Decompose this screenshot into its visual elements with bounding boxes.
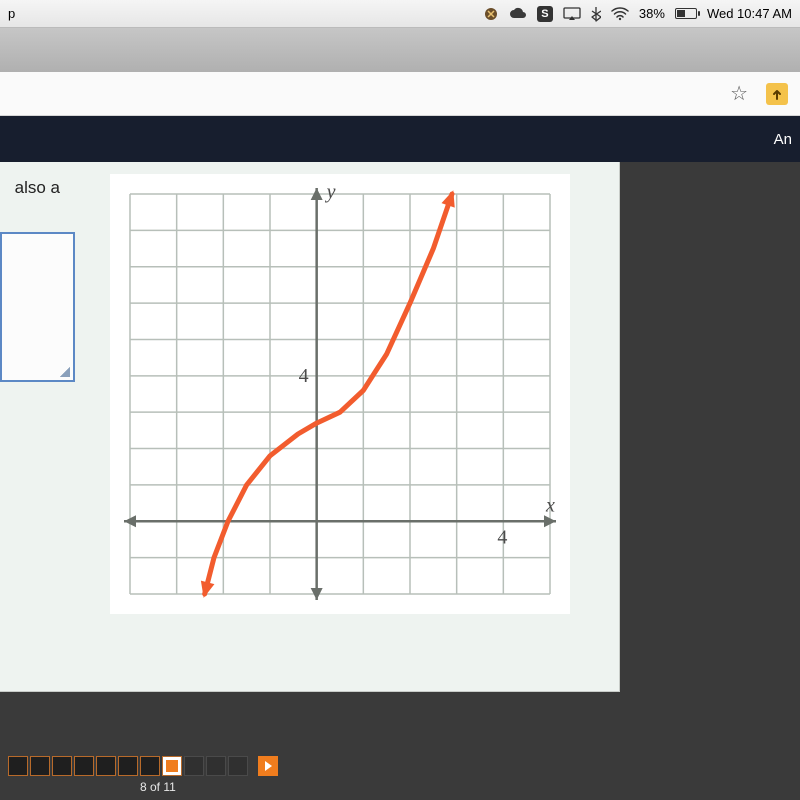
wifi-icon[interactable] (611, 7, 629, 21)
x-axis-label: x (545, 494, 555, 516)
navigator-label: 8 of 11 (8, 780, 800, 794)
answer-textarea[interactable] (0, 232, 75, 382)
navigator-box-4[interactable] (74, 756, 94, 776)
bookmark-star-icon[interactable]: ☆ (730, 81, 748, 106)
bluetooth-icon[interactable] (591, 6, 601, 22)
y-axis-label: y (325, 181, 336, 203)
navigator-next-button[interactable] (258, 756, 278, 776)
app-menu-fragment[interactable]: p (8, 6, 15, 21)
menubar-clock[interactable]: Wed 10:47 AM (707, 6, 792, 21)
navigator-box-1[interactable] (8, 756, 28, 776)
x-tick-4: 4 (497, 526, 507, 548)
navigator-box-10[interactable] (206, 756, 226, 776)
s-badge-icon[interactable]: S (537, 6, 553, 22)
navigator-box-6[interactable] (118, 756, 138, 776)
function-graph: y x 4 4 (110, 174, 570, 614)
question-panel: also a y x 4 4 (0, 162, 620, 692)
question-text-fragment: also a (0, 178, 60, 198)
browser-tab-strip (0, 28, 800, 72)
navigator-box-3[interactable] (52, 756, 72, 776)
navigator-box-2[interactable] (30, 756, 50, 776)
battery-percent: 38% (639, 6, 665, 21)
header-right-fragment: An (774, 131, 792, 148)
y-tick-4: 4 (299, 365, 309, 387)
navigator-box-11[interactable] (228, 756, 248, 776)
app-header-bar: An (0, 116, 800, 162)
airplay-icon[interactable] (563, 7, 581, 21)
extension-icon[interactable] (766, 83, 788, 105)
battery-icon[interactable] (675, 8, 697, 19)
navigator-box-9[interactable] (184, 756, 204, 776)
app-tray-icon-1[interactable] (483, 6, 499, 22)
question-navigator: 8 of 11 (0, 750, 800, 800)
navigator-box-5[interactable] (96, 756, 116, 776)
chart-container: y x 4 4 (110, 174, 570, 614)
stage: also a y x 4 4 8 of 11 (0, 162, 800, 800)
macos-menubar: p S 38% Wed 10:47 AM (0, 0, 800, 28)
творче-cloud-icon[interactable] (509, 7, 527, 21)
navigator-box-8[interactable] (162, 756, 182, 776)
browser-toolbar: ☆ (0, 72, 800, 116)
navigator-box-7[interactable] (140, 756, 160, 776)
navigator-boxes (8, 756, 800, 776)
